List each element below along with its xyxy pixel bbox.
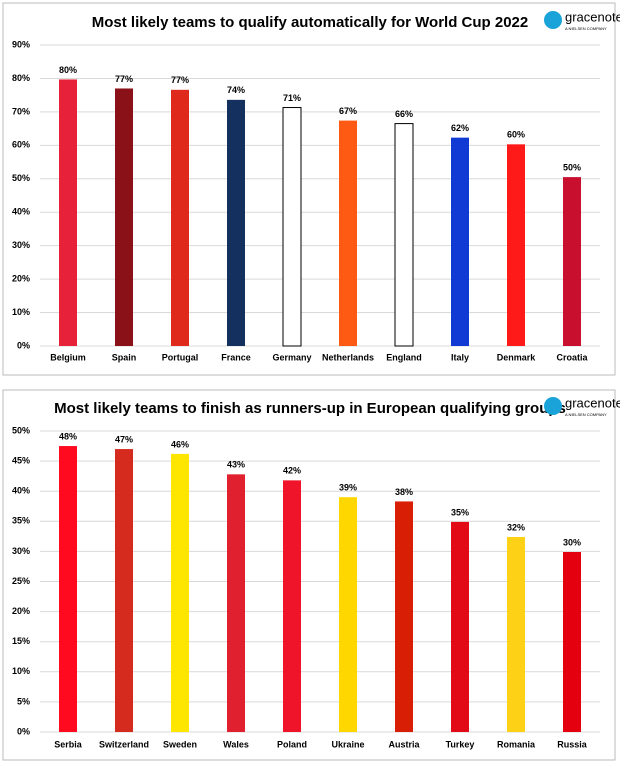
bar bbox=[171, 453, 189, 732]
bar bbox=[507, 536, 525, 732]
y-tick-label: 25% bbox=[12, 576, 30, 586]
x-tick-label: Denmark bbox=[497, 352, 537, 362]
bar bbox=[394, 123, 414, 347]
x-tick-label: England bbox=[386, 352, 422, 362]
logo-name: gracenote bbox=[565, 395, 620, 410]
bar bbox=[283, 480, 301, 732]
y-tick-label: 10% bbox=[12, 666, 30, 676]
logo-icon bbox=[544, 11, 562, 29]
bar bbox=[395, 501, 413, 732]
y-tick-label: 0% bbox=[17, 726, 30, 736]
logo-icon bbox=[544, 397, 562, 415]
bar bbox=[227, 99, 245, 346]
y-tick-label: 15% bbox=[12, 636, 30, 646]
y-tick-label: 80% bbox=[12, 73, 30, 83]
bar bbox=[115, 449, 133, 732]
chart-title: Most likely teams to finish as runners-u… bbox=[54, 400, 566, 417]
data-label: 43% bbox=[227, 460, 245, 470]
bar bbox=[339, 497, 357, 732]
y-tick-label: 20% bbox=[12, 606, 30, 616]
data-label: 39% bbox=[339, 483, 357, 493]
bar bbox=[563, 552, 581, 732]
y-tick-label: 30% bbox=[12, 546, 30, 556]
data-label: 67% bbox=[339, 106, 357, 116]
bar bbox=[59, 79, 77, 346]
x-tick-label: Spain bbox=[112, 352, 137, 362]
data-label: 74% bbox=[227, 85, 245, 95]
x-tick-label: Italy bbox=[451, 352, 469, 362]
data-label: 35% bbox=[451, 507, 469, 517]
bar bbox=[282, 107, 302, 347]
chart: Most likely teams to qualify automatical… bbox=[2, 2, 620, 376]
bar bbox=[59, 446, 77, 732]
data-label: 46% bbox=[171, 439, 189, 449]
x-tick-label: Wales bbox=[223, 739, 249, 749]
y-tick-label: 90% bbox=[12, 39, 30, 49]
data-label: 30% bbox=[563, 537, 581, 547]
x-tick-label: Sweden bbox=[163, 739, 197, 749]
bar bbox=[115, 88, 133, 346]
x-tick-label: Romania bbox=[497, 739, 536, 749]
y-tick-label: 50% bbox=[12, 173, 30, 183]
x-tick-label: Poland bbox=[277, 739, 307, 749]
bar bbox=[507, 144, 525, 346]
data-label: 42% bbox=[283, 466, 301, 476]
data-label: 48% bbox=[59, 431, 77, 441]
y-tick-label: 0% bbox=[17, 340, 30, 350]
x-tick-label: Russia bbox=[557, 739, 588, 749]
y-tick-label: 20% bbox=[12, 273, 30, 283]
y-tick-label: 60% bbox=[12, 140, 30, 150]
y-tick-label: 50% bbox=[12, 425, 30, 435]
data-label: 71% bbox=[283, 93, 301, 103]
y-tick-label: 30% bbox=[12, 240, 30, 250]
y-tick-label: 5% bbox=[17, 696, 30, 706]
chart-title: Most likely teams to qualify automatical… bbox=[92, 14, 529, 31]
x-tick-label: Belgium bbox=[50, 352, 86, 362]
x-tick-label: France bbox=[221, 352, 251, 362]
x-tick-label: Austria bbox=[388, 739, 420, 749]
x-tick-label: Netherlands bbox=[322, 352, 374, 362]
bar bbox=[339, 120, 357, 346]
x-tick-label: Croatia bbox=[556, 352, 588, 362]
x-tick-label: Portugal bbox=[162, 352, 199, 362]
data-label: 50% bbox=[563, 162, 581, 172]
bar bbox=[227, 474, 245, 732]
data-label: 62% bbox=[451, 123, 469, 133]
bar bbox=[563, 177, 581, 346]
data-label: 77% bbox=[171, 75, 189, 85]
data-label: 66% bbox=[395, 109, 413, 119]
data-label: 77% bbox=[115, 74, 133, 84]
data-label: 60% bbox=[507, 130, 525, 140]
y-tick-label: 45% bbox=[12, 455, 30, 465]
logo-tagline: A NIELSEN COMPANY bbox=[565, 412, 607, 417]
bar bbox=[451, 521, 469, 732]
x-tick-label: Turkey bbox=[446, 739, 475, 749]
x-tick-label: Switzerland bbox=[99, 739, 149, 749]
data-label: 38% bbox=[395, 487, 413, 497]
y-tick-label: 40% bbox=[12, 207, 30, 217]
x-tick-label: Germany bbox=[272, 352, 311, 362]
y-tick-label: 10% bbox=[12, 307, 30, 317]
data-label: 80% bbox=[59, 65, 77, 75]
y-tick-label: 70% bbox=[12, 106, 30, 116]
bar bbox=[171, 89, 189, 346]
logo-tagline: A NIELSEN COMPANY bbox=[565, 26, 607, 31]
bar bbox=[451, 137, 469, 346]
chart: Most likely teams to finish as runners-u… bbox=[2, 389, 620, 761]
data-label: 47% bbox=[115, 434, 133, 444]
x-tick-label: Serbia bbox=[54, 739, 83, 749]
y-tick-label: 40% bbox=[12, 486, 30, 496]
logo-name: gracenote bbox=[565, 9, 620, 24]
x-tick-label: Ukraine bbox=[331, 739, 364, 749]
y-tick-label: 35% bbox=[12, 516, 30, 526]
data-label: 32% bbox=[507, 522, 525, 532]
